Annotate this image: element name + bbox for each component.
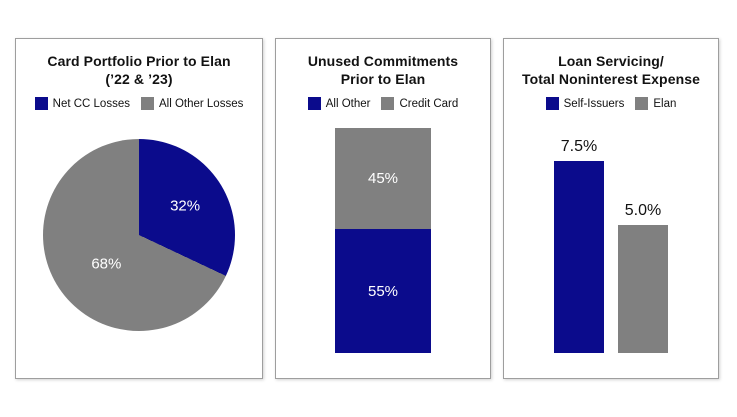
- panel-title-loan-servicing: Loan Servicing/ Total Noninterest Expens…: [522, 52, 700, 88]
- bar-elan: [618, 225, 668, 353]
- legend-unused-commitments: All Other Credit Card: [307, 97, 458, 110]
- panel-unused-commitments: Unused Commitments Prior to Elan All Oth…: [275, 38, 491, 379]
- panel-title-card-portfolio: Card Portfolio Prior to Elan (’22 & ’23): [47, 52, 230, 88]
- legend-swatch-navy: [34, 97, 48, 110]
- legend-swatch-gray: [635, 97, 649, 110]
- legend-label: Self-Issuers: [563, 97, 625, 110]
- bar-value-label-elan: 5.0%: [624, 202, 662, 219]
- pie-chart: 32% 68%: [43, 139, 235, 331]
- legend-item-self-issuers: Self-Issuers: [545, 97, 625, 110]
- legend-label: Elan: [653, 97, 677, 110]
- title-line-2: Prior to Elan: [340, 71, 426, 87]
- bar-group-self-issuers: 7.5%: [554, 138, 604, 353]
- title-line-1: Unused Commitments: [307, 53, 459, 69]
- bar-chart-area: 7.5% 5.0%: [504, 110, 718, 378]
- legend-item-all-other: All Other: [307, 97, 371, 110]
- legend-swatch-gray: [381, 97, 395, 110]
- legend-label: Net CC Losses: [52, 97, 130, 110]
- pie-slice-label-all-other-losses: 68%: [91, 255, 122, 273]
- panel-loan-servicing: Loan Servicing/ Total Noninterest Expens…: [503, 38, 719, 379]
- segment-label-credit-card: 45%: [367, 170, 399, 187]
- legend-card-portfolio: Net CC Losses All Other Losses: [34, 97, 244, 110]
- legend-swatch-navy: [307, 97, 321, 110]
- title-line-1: Card Portfolio Prior to Elan: [47, 53, 231, 69]
- title-line-2: Total Noninterest Expense: [521, 71, 701, 87]
- stacked-segment-credit-card: 45%: [335, 128, 431, 229]
- bar-group-elan: 5.0%: [618, 202, 668, 353]
- panel-card-portfolio: Card Portfolio Prior to Elan (’22 & ’23)…: [15, 38, 263, 379]
- segment-label-all-other: 55%: [367, 282, 399, 300]
- bar-value-label-self-issuers: 7.5%: [560, 138, 598, 155]
- legend-item-all-other-losses: All Other Losses: [140, 97, 244, 110]
- legend-label: All Other: [325, 97, 371, 110]
- stacked-bar-chart-area: 45% 55%: [276, 110, 490, 378]
- legend-loan-servicing: Self-Issuers Elan: [545, 97, 676, 110]
- legend-item-net-cc-losses: Net CC Losses: [34, 97, 130, 110]
- legend-item-credit-card: Credit Card: [381, 97, 458, 110]
- legend-item-elan: Elan: [635, 97, 676, 110]
- legend-swatch-navy: [545, 97, 559, 110]
- legend-label: Credit Card: [399, 97, 459, 110]
- pie-chart-area: 32% 68%: [16, 110, 262, 378]
- title-line-2: (’22 & ’23): [105, 71, 173, 87]
- stacked-bar: 45% 55%: [335, 128, 431, 353]
- stacked-segment-all-other: 55%: [335, 229, 431, 353]
- legend-label: All Other Losses: [158, 97, 244, 110]
- pie-slice-label-net-cc-losses: 32%: [170, 197, 201, 215]
- panel-title-unused-commitments: Unused Commitments Prior to Elan: [308, 52, 458, 88]
- legend-swatch-gray: [140, 97, 154, 110]
- bar-self-issuers: [554, 161, 604, 353]
- title-line-1: Loan Servicing/: [558, 53, 664, 69]
